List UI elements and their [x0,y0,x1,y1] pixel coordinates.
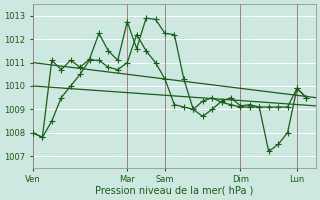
X-axis label: Pression niveau de la mer( hPa ): Pression niveau de la mer( hPa ) [95,186,253,196]
